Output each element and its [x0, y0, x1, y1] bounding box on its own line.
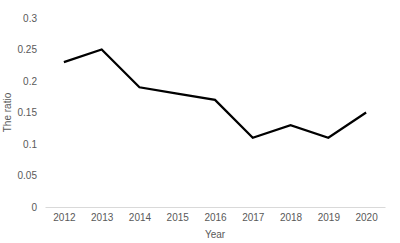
y-tick: 0.2: [23, 76, 45, 87]
plot-area: 00.050.10.150.20.250.3201220132014201520…: [18, 13, 386, 223]
y-tick-label: 0: [31, 202, 37, 213]
x-axis-title: Year: [205, 229, 226, 240]
y-tick: 0.15: [18, 107, 45, 118]
x-axis-line: [46, 207, 386, 208]
y-axis-title: The ratio: [2, 92, 13, 132]
x-tick-label: 2018: [280, 212, 303, 223]
x-tick: 2017: [242, 207, 265, 223]
y-tick: 0.1: [23, 139, 45, 150]
series: [64, 50, 366, 138]
y-tick-label: 0.2: [23, 76, 37, 87]
x-tick: 2015: [167, 207, 190, 223]
x-tick-label: 2014: [129, 212, 152, 223]
x-tick: 2014: [129, 207, 152, 223]
x-tick: 2020: [355, 207, 378, 223]
y-tick: 0: [31, 202, 45, 213]
y-tick: 0.05: [18, 170, 45, 181]
ratio-line: [64, 50, 366, 138]
y-tick: 0.3: [23, 13, 45, 24]
x-tick-label: 2019: [318, 212, 341, 223]
y-axis-line: [45, 19, 46, 208]
x-tick: 2018: [280, 207, 303, 223]
x-tick: 2016: [204, 207, 227, 223]
y-tick-label: 0.25: [18, 44, 38, 55]
y-axis: 0 0.05 0.1 0.15 0.2 0.25 0.3: [18, 13, 46, 213]
x-tick-label: 2013: [91, 212, 114, 223]
x-tick-label: 2016: [204, 212, 227, 223]
x-tick: 2019: [318, 207, 341, 223]
x-tick-label: 2012: [53, 212, 76, 223]
x-tick-label: 2015: [167, 212, 190, 223]
x-tick: 2012: [53, 207, 76, 223]
y-tick-label: 0.05: [18, 170, 38, 181]
y-tick-label: 0.3: [23, 13, 37, 24]
x-tick: 2013: [91, 207, 114, 223]
chart: 00.050.10.150.20.250.3201220132014201520…: [0, 0, 400, 243]
y-tick-label: 0.1: [23, 139, 37, 150]
x-axis: 2012 2013 2014 2015 2016 2017 2018 2019 2020: [46, 207, 386, 223]
x-tick-label: 2020: [355, 212, 378, 223]
y-tick-label: 0.15: [18, 107, 38, 118]
y-tick: 0.25: [18, 44, 45, 55]
x-tick-label: 2017: [242, 212, 265, 223]
